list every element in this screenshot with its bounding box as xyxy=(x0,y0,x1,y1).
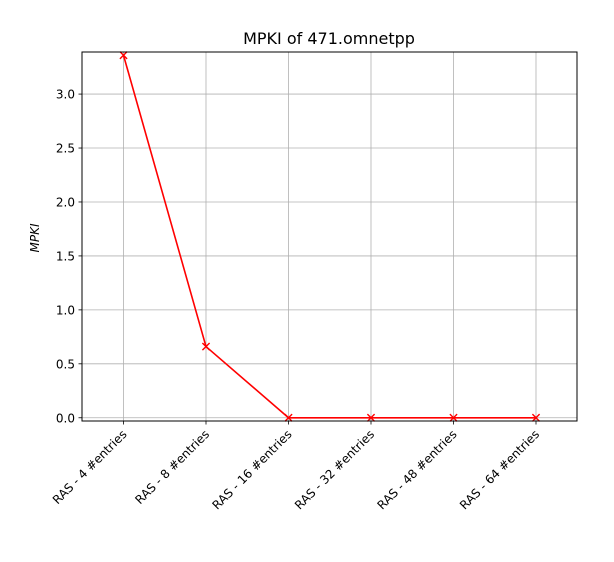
series-line xyxy=(122,55,536,419)
x-tick-label: RAS - 16 #entries xyxy=(210,427,295,512)
data-point-marker xyxy=(284,413,293,422)
data-markers xyxy=(119,51,541,422)
data-point-marker xyxy=(201,342,211,351)
x-tick-label: RAS - 48 #entries xyxy=(375,427,460,512)
grid-lines xyxy=(82,52,577,421)
x-tick-label: RAS - 64 #entries xyxy=(457,427,542,512)
y-axis-label: MPKI xyxy=(28,223,42,252)
marker-stroke xyxy=(449,413,458,422)
chart-title: MPKI of 471.omnetpp xyxy=(243,29,415,48)
plot-area-frame xyxy=(81,51,578,422)
y-tick-label: 0.5 xyxy=(56,357,75,371)
y-tick-label: 2.5 xyxy=(56,142,75,156)
y-tick-label: 0.0 xyxy=(56,411,75,425)
marker-stroke xyxy=(366,413,376,422)
data-point-marker xyxy=(449,413,458,422)
x-tick-label: RAS - 8 #entries xyxy=(132,427,212,507)
marker-stroke xyxy=(531,413,541,422)
x-tick-label: RAS - 32 #entries xyxy=(292,427,377,512)
y-tick-labels: 0.0 0.5 1.0 1.5 2.0 2.5 3.0 xyxy=(56,88,75,426)
x-tick-label: RAS - 4 #entries xyxy=(50,427,130,507)
series-line-layer xyxy=(122,55,536,419)
marker-stroke xyxy=(284,413,293,422)
axis-ticks xyxy=(78,93,537,425)
marker-stroke xyxy=(119,51,128,60)
y-tick-label: 1.5 xyxy=(56,249,75,263)
y-tick-label: 2.0 xyxy=(56,195,75,209)
data-point-marker xyxy=(531,413,541,422)
data-point-marker xyxy=(119,51,128,60)
marker-stroke xyxy=(201,342,211,351)
y-tick-label: 1.0 xyxy=(56,303,75,317)
y-tick-label: 3.0 xyxy=(56,88,75,102)
data-point-marker xyxy=(366,413,376,422)
